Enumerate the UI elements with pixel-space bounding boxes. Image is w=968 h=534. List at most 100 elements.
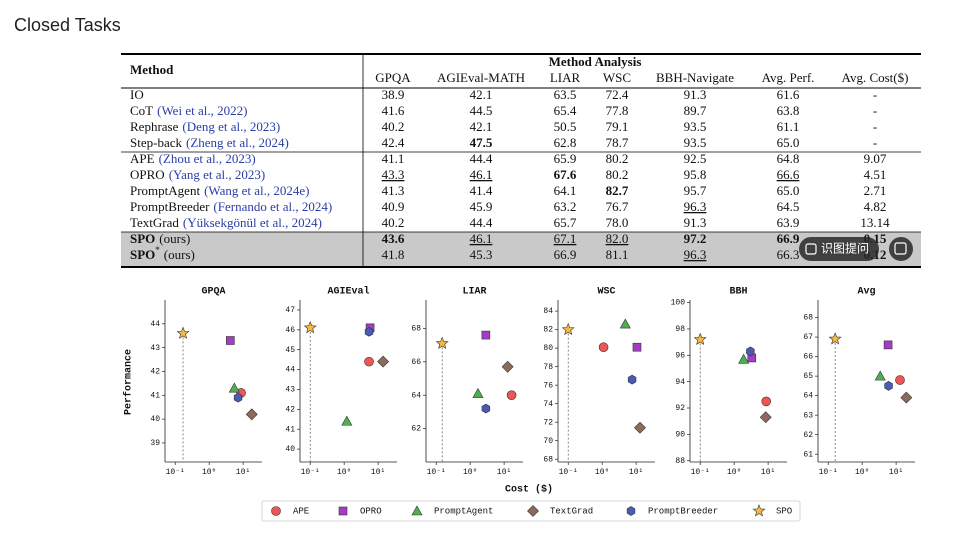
table-cell: 64.8 [777, 151, 800, 166]
point [883, 340, 893, 350]
table-cell: 81.1 [606, 247, 629, 262]
column-header: WSC [603, 70, 631, 85]
results-table: Method Analysis Method GPQA AGIEval-MATH LIA… [121, 53, 921, 268]
table-cell: 64.5 [777, 199, 800, 214]
subplot: BBH 88 90 92 94 96 98 100 10⁻¹ 10⁰ 10¹ [671, 287, 787, 477]
table-cell: 92.5 [684, 151, 707, 166]
point [884, 381, 893, 391]
subplot-title: GPQA [201, 287, 225, 298]
table-cell: 78.0 [606, 215, 629, 230]
x-tick-label: 10¹ [371, 468, 385, 477]
table-cell: 63.9 [777, 215, 800, 230]
group-header: Method Analysis [549, 54, 642, 69]
y-tick-label: 47 [285, 306, 295, 315]
legend: APE OPRO PromptAgent TextGrad PromptBreeder S… [261, 500, 801, 522]
y-tick-label: 68 [411, 325, 421, 334]
subplot: Avg 61 62 63 64 65 66 67 68 10⁻¹ 10⁰ 10¹ [803, 287, 915, 477]
image-search-button[interactable] [889, 237, 913, 261]
point [364, 356, 374, 367]
point [895, 375, 905, 385]
point [693, 332, 707, 346]
column-header: AGIEval-MATH [437, 70, 525, 85]
table-cell: 66.6 [777, 167, 800, 182]
y-tick-label: 44 [285, 366, 295, 375]
y-tick-label: 65 [803, 372, 813, 381]
point [746, 346, 755, 357]
x-tick-label: 10⁰ [337, 468, 351, 477]
table-cell: 40.2 [382, 215, 405, 230]
point [233, 392, 243, 403]
x-tick-label: 10¹ [889, 468, 903, 477]
y-tick-label: 62 [411, 425, 421, 434]
y-tick-label: 44 [150, 320, 160, 329]
method-cell: APE (Zhou et al., 2023) [130, 151, 256, 166]
x-tick-label: 10⁰ [595, 468, 609, 477]
table-cell: 46.1 [470, 231, 493, 246]
button-label[interactable]: 识图提问 [821, 241, 869, 256]
y-tick-label: 63 [803, 411, 813, 420]
citation: (Wang et al., 2024e) [204, 183, 309, 198]
citation: (Zheng et al., 2024) [186, 135, 289, 150]
table-cell: 64.1 [554, 183, 577, 198]
x-tick-label: 10¹ [236, 468, 250, 477]
subplot-title: Avg [857, 287, 875, 298]
y-tick-label: 40 [150, 415, 160, 424]
table-cell: 42.1 [470, 119, 493, 134]
table-cell: 89.7 [684, 103, 707, 118]
ask-image-button[interactable]: 识图提问 [799, 237, 879, 261]
method-cell: CoT (Wei et al., 2022) [130, 103, 247, 118]
legend-label: PromptAgent [434, 506, 493, 516]
method-name: Rephrase [130, 119, 179, 134]
citation: (Yüksekgönül et al., 2024) [183, 215, 322, 230]
table-cell: 80.2 [606, 151, 629, 166]
method-name: IO [130, 87, 144, 102]
subplot: GPQA 39 40 41 42 43 44 10⁻¹ 10⁰ 10¹ [150, 287, 262, 477]
table-cell: 93.5 [684, 135, 707, 150]
table-cell: 65.0 [777, 183, 800, 198]
table-cell: 67.6 [554, 167, 577, 182]
button-icon[interactable] [805, 243, 817, 255]
table-cell: 91.3 [684, 87, 707, 102]
column-header: LIAR [550, 70, 581, 85]
method-cell: SPO (ours) [130, 231, 190, 246]
icon-glyph[interactable] [894, 242, 907, 255]
y-tick-label: 92 [675, 404, 685, 413]
table-cell: 80.2 [606, 167, 629, 182]
subplot-title: LIAR [462, 287, 486, 298]
y-tick-label: 45 [285, 346, 295, 355]
y-tick-label: 43 [150, 344, 160, 353]
point [900, 391, 913, 404]
legend-label: PromptBreeder [648, 506, 718, 516]
x-axis-label: Cost ($) [505, 484, 553, 496]
table-cell: 4.82 [864, 199, 887, 214]
table-cell: 43.3 [382, 167, 405, 182]
table-cell: 61.1 [777, 119, 800, 134]
icon-bg[interactable] [889, 237, 913, 261]
y-tick-label: 62 [803, 431, 813, 440]
point [245, 408, 258, 421]
table-cell: 67.1 [554, 231, 577, 246]
column-header: Avg. Perf. [762, 70, 815, 85]
table-cell: - [873, 87, 877, 102]
method-cell: Rephrase (Deng et al., 2023) [130, 119, 280, 134]
table-cell: - [873, 103, 877, 118]
method-name: OPRO [130, 167, 165, 182]
table-cell: 77.8 [606, 103, 629, 118]
x-tick-label: 10⁻¹ [166, 468, 185, 477]
point [228, 382, 240, 393]
method-name: Step-back [130, 135, 182, 150]
method-sup: * [155, 245, 160, 255]
table-cell: 79.1 [606, 119, 629, 134]
point [341, 415, 353, 426]
point [738, 353, 750, 364]
point [561, 322, 575, 336]
y-tick-label: 66 [803, 353, 813, 362]
table-cell: - [873, 119, 877, 134]
column-header: GPQA [375, 70, 411, 85]
table-cell: 93.5 [684, 119, 707, 134]
legend-marker [271, 506, 281, 516]
button-bg[interactable] [799, 237, 879, 261]
legend-label: OPRO [360, 506, 382, 516]
x-tick-label: 10⁻¹ [427, 468, 446, 477]
